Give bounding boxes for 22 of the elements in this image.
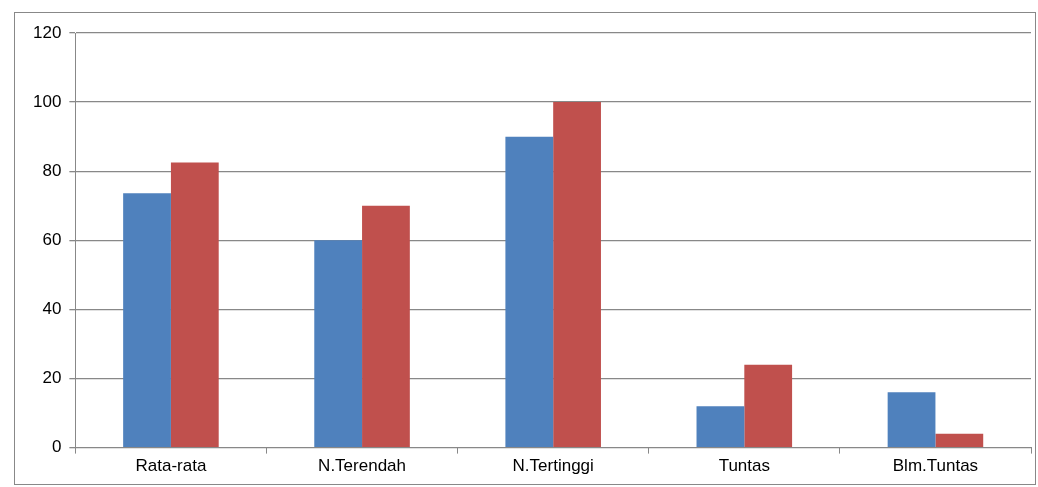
bar bbox=[887, 392, 936, 447]
x-tick-label: Tuntas bbox=[718, 456, 770, 476]
bar bbox=[696, 406, 745, 447]
bar bbox=[362, 205, 410, 447]
bar bbox=[935, 433, 984, 447]
x-tick-label: N.Terendah bbox=[318, 456, 406, 476]
y-tick-label: 100 bbox=[32, 91, 62, 111]
bar bbox=[314, 240, 363, 447]
bar bbox=[553, 102, 601, 447]
y-tick-label: 20 bbox=[42, 368, 62, 388]
y-tick-label: 120 bbox=[32, 22, 62, 42]
bar bbox=[123, 193, 171, 447]
bar bbox=[170, 162, 219, 447]
y-tick-label: 0 bbox=[51, 437, 62, 457]
bar bbox=[744, 364, 793, 447]
x-tick-label: N.Tertinggi bbox=[512, 456, 594, 476]
bar bbox=[505, 136, 554, 447]
x-tick-label: Rata-rata bbox=[135, 456, 207, 476]
y-tick-label: 60 bbox=[42, 229, 62, 249]
x-tick-label: Blm.Tuntas bbox=[892, 456, 979, 476]
y-tick-label: 40 bbox=[42, 299, 62, 319]
y-tick-label: 80 bbox=[42, 160, 62, 180]
